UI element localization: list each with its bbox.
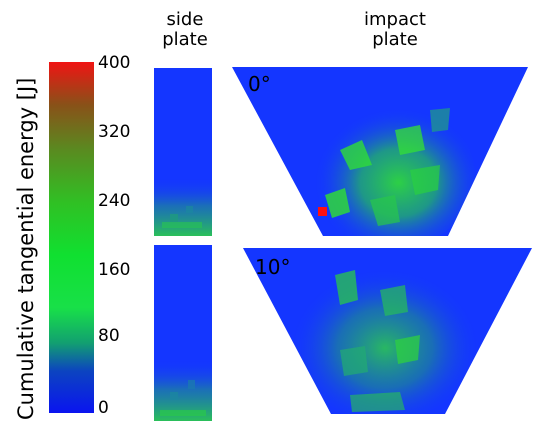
impact-plate-header: impact plate bbox=[364, 9, 426, 50]
angle-label-0: 0° bbox=[248, 72, 271, 96]
colorbar-tick-160: 160 bbox=[98, 260, 131, 280]
side-plate-0 bbox=[154, 68, 212, 236]
colorbar-tick-240: 240 bbox=[98, 191, 131, 211]
angle-label-10: 10° bbox=[255, 255, 291, 279]
impact-plate-0 bbox=[232, 67, 528, 236]
colorbar-tick-0: 0 bbox=[98, 398, 109, 418]
colorbar-tick-320: 320 bbox=[98, 122, 131, 142]
colorbar-tick-400: 400 bbox=[98, 53, 131, 73]
impact-plate-10 bbox=[243, 248, 532, 414]
colorbar-tick-80: 80 bbox=[98, 326, 120, 346]
colorbar bbox=[49, 62, 94, 413]
side-plate-10 bbox=[154, 245, 212, 421]
side-plate-header: side plate bbox=[162, 9, 208, 50]
